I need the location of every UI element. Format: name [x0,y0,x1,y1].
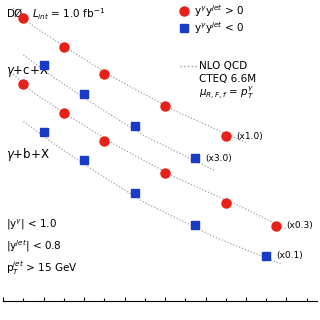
Text: p$_T^{jet}$ > 15 GeV: p$_T^{jet}$ > 15 GeV [6,259,78,277]
Text: $\gamma$+b+X: $\gamma$+b+X [6,146,50,163]
Text: y$^\gamma$y$^{jet}$ > 0: y$^\gamma$y$^{jet}$ > 0 [191,3,244,19]
Text: |y$^\gamma$| < 1.0: |y$^\gamma$| < 1.0 [6,218,57,232]
Text: $\gamma$+c+X: $\gamma$+c+X [6,63,49,79]
Text: DØ,  $L_{int}$ = 1.0 fb$^{-1}$: DØ, $L_{int}$ = 1.0 fb$^{-1}$ [6,6,105,22]
Text: (x0.1): (x0.1) [276,251,303,260]
Text: NLO QCD: NLO QCD [199,61,247,71]
Text: CTEQ 6.6M: CTEQ 6.6M [199,74,256,84]
Text: y$^\gamma$y$^{jet}$ < 0: y$^\gamma$y$^{jet}$ < 0 [191,20,244,36]
Text: |y$^{jet}$| < 0.8: |y$^{jet}$| < 0.8 [6,238,62,254]
Text: (x1.0): (x1.0) [236,132,263,141]
Text: (x0.3): (x0.3) [286,221,313,230]
Text: (x3.0): (x3.0) [205,154,232,163]
Text: $\mu_{R,F,f}$ = $p_T^\gamma$: $\mu_{R,F,f}$ = $p_T^\gamma$ [199,84,254,101]
